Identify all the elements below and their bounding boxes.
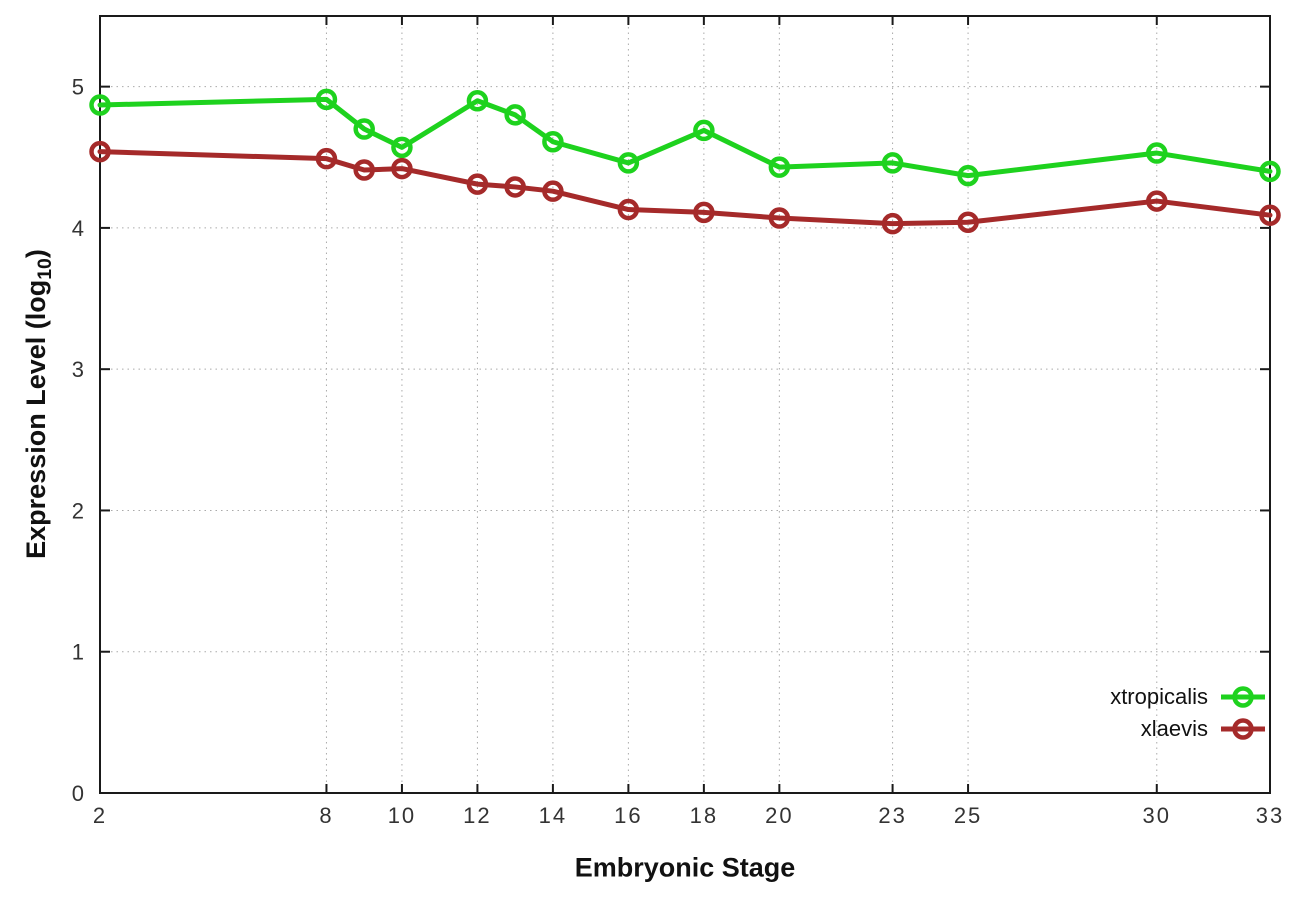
data-point-xlaevis: [353, 159, 375, 181]
legend-marker-xlaevis: [1221, 718, 1265, 740]
x-tick-label: 25: [954, 803, 982, 828]
data-point-xlaevis: [768, 207, 791, 229]
x-tick-label: 23: [878, 803, 906, 828]
legend-sample-marker: [1232, 718, 1254, 740]
data-point-xtropicalis: [1259, 160, 1281, 183]
data-point-xtropicalis: [466, 90, 489, 112]
x-tick-label: 16: [614, 803, 642, 828]
data-point-xlaevis: [693, 201, 715, 224]
series-line-xtropicalis: [97, 96, 1273, 179]
y-axis-title-close: ): [20, 249, 51, 259]
data-point-xtropicalis: [957, 164, 979, 187]
y-tick-label: 0: [72, 781, 86, 806]
data-point-xlaevis: [957, 211, 979, 234]
x-axis-title: Embryonic Stage: [574, 852, 796, 883]
data-point-xtropicalis: [1146, 142, 1168, 164]
data-point-xtropicalis: [315, 88, 338, 111]
y-tick-label: 4: [72, 216, 86, 241]
data-point-xtropicalis: [89, 94, 111, 116]
data-point-xlaevis: [466, 173, 489, 195]
legend-item-xlaevis: xlaevis: [1110, 716, 1266, 742]
x-tick-label: 12: [463, 803, 491, 828]
plot-border: [99, 15, 1271, 794]
legend-marker-xtropicalis: [1221, 686, 1265, 708]
legend-item-xtropicalis: xtropicalis: [1110, 684, 1266, 710]
x-tick-label: 10: [388, 803, 416, 828]
data-point-xlaevis: [315, 147, 338, 170]
data-point-xlaevis: [1259, 204, 1281, 226]
x-tick-label: 18: [690, 803, 718, 828]
x-tick-label: 20: [765, 803, 793, 828]
x-tick-label: 33: [1256, 803, 1284, 828]
legend-label-xtropicalis: xtropicalis: [1110, 684, 1208, 709]
data-point-xtropicalis: [768, 156, 791, 178]
data-point-xtropicalis: [504, 104, 526, 126]
legend-label-xlaevis: xlaevis: [1140, 716, 1208, 741]
y-axis-title: Expression Level (log10): [21, 249, 57, 559]
y-axis-title-subscript: 10: [34, 258, 57, 280]
data-point-xlaevis: [881, 212, 904, 235]
legend-sample-marker: [1232, 686, 1254, 708]
y-tick-label: 3: [72, 357, 86, 382]
data-point-xlaevis: [391, 157, 413, 180]
data-point-xlaevis: [542, 180, 564, 202]
data-point-xlaevis: [1146, 190, 1168, 212]
y-tick-label: 2: [72, 498, 86, 523]
x-tick-label: 2: [93, 803, 107, 828]
x-tick-label: 8: [319, 803, 333, 828]
data-point-xtropicalis: [617, 152, 640, 174]
data-point-xlaevis: [89, 140, 111, 163]
y-axis-title-text: Expression Level (log: [20, 279, 51, 559]
x-tick-label: 14: [539, 803, 567, 828]
y-tick-label: 1: [72, 640, 86, 665]
data-point-xtropicalis: [391, 136, 413, 159]
data-point-xtropicalis: [353, 118, 375, 140]
data-point-xlaevis: [504, 176, 526, 198]
data-point-xtropicalis: [881, 152, 904, 174]
x-tick-label: 30: [1143, 803, 1171, 828]
data-point-xtropicalis: [693, 119, 715, 142]
legend: xtropicalis xlaevis: [1110, 684, 1266, 742]
data-point-xtropicalis: [542, 130, 564, 153]
data-point-xlaevis: [617, 198, 640, 221]
y-tick-label: 5: [72, 75, 86, 100]
